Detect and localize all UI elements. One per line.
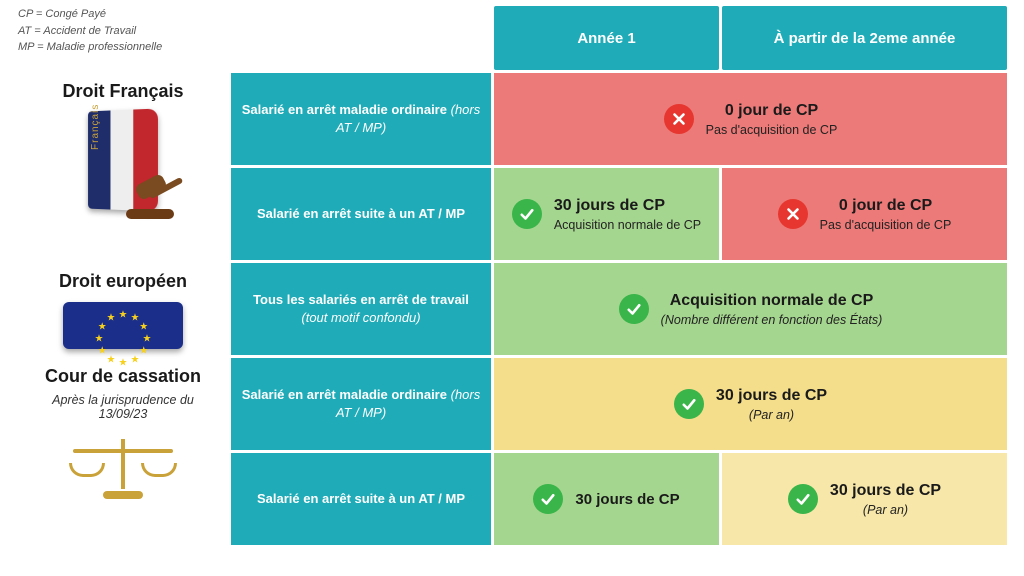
row-fr2-label: Salarié en arrêt suite à un AT / MP [231, 168, 491, 260]
row-fr1-label: Salarié en arrêt maladie ordinaire (hors… [231, 73, 491, 165]
section-eu-title: Droit européen [59, 271, 187, 292]
row-eu1-label: Tous les salariés en arrêt de travail (t… [231, 263, 491, 355]
row-cc1-label: Salarié en arrêt maladie ordinaire (hors… [231, 358, 491, 450]
section-fr-title: Droit Français [62, 81, 183, 102]
gavel-icon [118, 177, 180, 219]
fr2-y2-sub: Pas d'acquisition de CP [820, 218, 952, 232]
cross-icon [778, 199, 808, 229]
check-icon [619, 294, 649, 324]
fr1-result: 0 jour de CP Pas d'acquisition de CP [494, 73, 1007, 165]
section-cc-subtitle: Après la jurisprudence du 13/09/23 [28, 393, 218, 421]
eu-result: Acquisition normale de CP (Nombre différ… [494, 263, 1007, 355]
cc2-y2-sub: (Par an) [863, 503, 908, 517]
spacer [231, 6, 491, 70]
row-cc1-main: Salarié en arrêt maladie ordinaire [242, 387, 447, 402]
spacer [18, 6, 228, 70]
book-icon: Français [78, 110, 168, 215]
book-label: Français [90, 104, 101, 150]
check-icon [674, 389, 704, 419]
scales-icon [63, 429, 183, 499]
row-eu1-main: Tous les salariés en arrêt de travail [253, 292, 469, 307]
section-droit-europeen: Droit européen ★★★★★★★★★★★★ [18, 263, 228, 355]
cc2-y1-title: 30 jours de CP [575, 491, 679, 508]
cc2-year1-result: 30 jours de CP [494, 453, 719, 545]
cross-icon [664, 104, 694, 134]
header-year2: À partir de la 2eme année [722, 6, 1007, 70]
eu-result-title: Acquisition normale de CP [670, 292, 874, 310]
eu-flag-icon: ★★★★★★★★★★★★ [63, 302, 183, 349]
fr2-year2-result: 0 jour de CP Pas d'acquisition de CP [722, 168, 1007, 260]
header-year1-label: Année 1 [577, 30, 635, 47]
cc2-year2-result: 30 jours de CP (Par an) [722, 453, 1007, 545]
section-droit-francais: Droit Français Français [18, 73, 228, 260]
fr1-result-sub: Pas d'acquisition de CP [706, 123, 838, 137]
fr1-result-title: 0 jour de CP [725, 102, 818, 120]
fr2-y1-title: 30 jours de CP [554, 197, 665, 215]
row-eu1-sub: (tout motif confondu) [301, 310, 420, 325]
eu-result-sub: (Nombre différent en fonction des États) [661, 313, 883, 327]
cc2-y2-title: 30 jours de CP [830, 482, 941, 500]
comparison-grid: Année 1 À partir de la 2eme année Droit … [18, 6, 1014, 570]
row-cc2-main: Salarié en arrêt suite à un AT / MP [257, 491, 465, 506]
cc1-result: 30 jours de CP (Par an) [494, 358, 1007, 450]
check-icon [788, 484, 818, 514]
fr2-y2-title: 0 jour de CP [839, 197, 932, 215]
cc1-result-title: 30 jours de CP [716, 387, 827, 405]
cc1-result-sub: (Par an) [749, 408, 794, 422]
header-year2-label: À partir de la 2eme année [774, 30, 956, 47]
check-icon [533, 484, 563, 514]
header-year1: Année 1 [494, 6, 719, 70]
check-icon [512, 199, 542, 229]
section-cour-cassation: Cour de cassation Après la jurisprudence… [18, 358, 228, 545]
row-cc2-label: Salarié en arrêt suite à un AT / MP [231, 453, 491, 545]
fr2-year1-result: 30 jours de CP Acquisition normale de CP [494, 168, 719, 260]
row-fr1-main: Salarié en arrêt maladie ordinaire [242, 102, 447, 117]
fr2-y1-sub: Acquisition normale de CP [554, 218, 701, 232]
section-cc-title: Cour de cassation [45, 366, 201, 387]
row-fr2-main: Salarié en arrêt suite à un AT / MP [257, 206, 465, 221]
